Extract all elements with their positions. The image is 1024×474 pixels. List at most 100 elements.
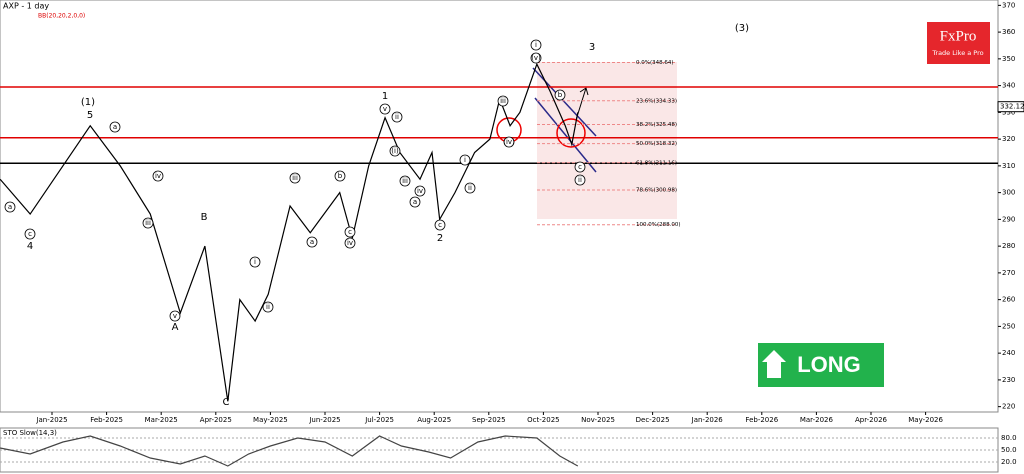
wave-label: 4 [27,241,33,252]
channel-line [532,67,597,137]
wave-label: a [413,198,417,206]
osc-tick-label: 50.0 [1001,446,1017,454]
logo-tagline: Trade Like a Pro [931,49,983,57]
wave-circle [4,201,16,213]
wave-circle [459,154,471,166]
wave-circle [389,145,401,157]
wave-label: v [173,312,177,320]
wave-label: a [113,123,117,131]
wave-circle [344,226,356,238]
x-tick-label: May-2025 [253,416,288,424]
wave-label: v [383,105,387,113]
wave-circle [262,301,274,313]
wave-circle [379,103,391,115]
wave-circle [497,95,509,107]
x-tick-label: Mar-2025 [145,416,178,424]
y-tick-label: 320 [1002,135,1015,143]
fib-box [537,62,677,219]
logo-name: FxPro [940,28,977,44]
wave-label: a [8,203,12,211]
wave-label: c [28,230,32,238]
x-tick-label: May-2026 [908,416,943,424]
fib-label: 78.6%(300.98) [636,188,677,194]
x-tick-label: Feb-2026 [745,416,778,424]
fib-label: 100.0%(288.00) [636,222,681,228]
x-tick-label: Jun-2025 [308,416,340,424]
channel-line [534,97,597,173]
signal-badge: LONG [758,343,884,387]
x-tick-label: Feb-2025 [90,416,123,424]
y-tick-label: 360 [1002,28,1015,36]
chart-title: AXP - 1 day [3,2,49,11]
wave-label: iii [500,97,506,105]
wave-label: 2 [437,233,443,244]
wave-label: iv [347,239,353,247]
wave-circle [344,237,356,249]
x-tick-label: Mar-2026 [800,416,834,424]
fib-label: 50.0%(318.32) [636,141,677,147]
wave-label: iv [417,187,423,195]
wave-label: iv [155,172,161,180]
wave-circle [289,172,301,184]
wave-label: 5 [87,110,93,121]
wave-label: a [310,238,314,246]
signal-text: LONG [797,352,861,377]
wave-label: (v) [531,54,541,62]
wave-label: ii [578,176,582,184]
wave-label: C [223,397,230,408]
wave-circle [109,121,121,133]
wave-label: B [201,212,208,223]
y-tick-label: 310 [1002,162,1015,170]
wave-label: 1 [382,91,388,102]
x-tick-label: Jul-2025 [364,416,394,424]
wave-circle [169,310,181,322]
wave-label: (i) [391,147,399,155]
wave-circle [414,185,426,197]
wave-label: A [172,322,179,333]
y-tick-label: 290 [1002,215,1015,223]
wave-label: i [535,41,537,49]
x-tick-label: Jan-2026 [691,416,724,424]
wave-label: ii [266,303,270,311]
up-arrow [762,350,786,378]
wave-label: 3 [589,42,595,53]
wave-label: c [578,163,582,171]
y-tick-label: 350 [1002,55,1015,63]
wave-label: ii [395,113,399,121]
fib-label: 0.0%(348.64) [636,60,674,66]
last-price-box [997,101,1024,113]
x-tick-label: Oct-2025 [527,416,559,424]
wave-label: c [438,221,442,229]
x-tick-label: Nov-2025 [581,416,615,424]
y-tick-label: 370 [1002,1,1015,9]
wave-circle [249,256,261,268]
wave-circle [434,219,446,231]
wave-circle [399,175,411,187]
last-price-label: 332.12 [1000,103,1024,111]
price-line [0,62,579,402]
wave-label: c [348,228,352,236]
wave-label: (iv) [503,138,515,146]
y-tick-label: 250 [1002,322,1015,330]
wave-circle [24,228,36,240]
y-tick-label: 270 [1002,269,1015,277]
wave-circle [391,111,403,123]
osc-panel [0,427,999,473]
wave-label: ii [468,184,472,192]
wave-circle [530,52,542,64]
wave-label: iii [145,219,151,227]
y-tick-label: 340 [1002,82,1015,90]
logo-box [927,22,990,64]
x-tick-label: Jan-2025 [35,416,67,424]
wave-circle [574,161,586,173]
osc-title: STO Slow(14,3) [3,429,57,437]
y-tick-label: 220 [1002,403,1015,411]
wave-circle [503,136,515,148]
x-tick-label: Dec-2025 [636,416,670,424]
wave-label: i [254,258,256,266]
wave-label: b [338,172,343,180]
y-tick-label: 230 [1002,376,1015,384]
wave-circle [530,39,542,51]
wave-label: (3) [735,23,749,34]
